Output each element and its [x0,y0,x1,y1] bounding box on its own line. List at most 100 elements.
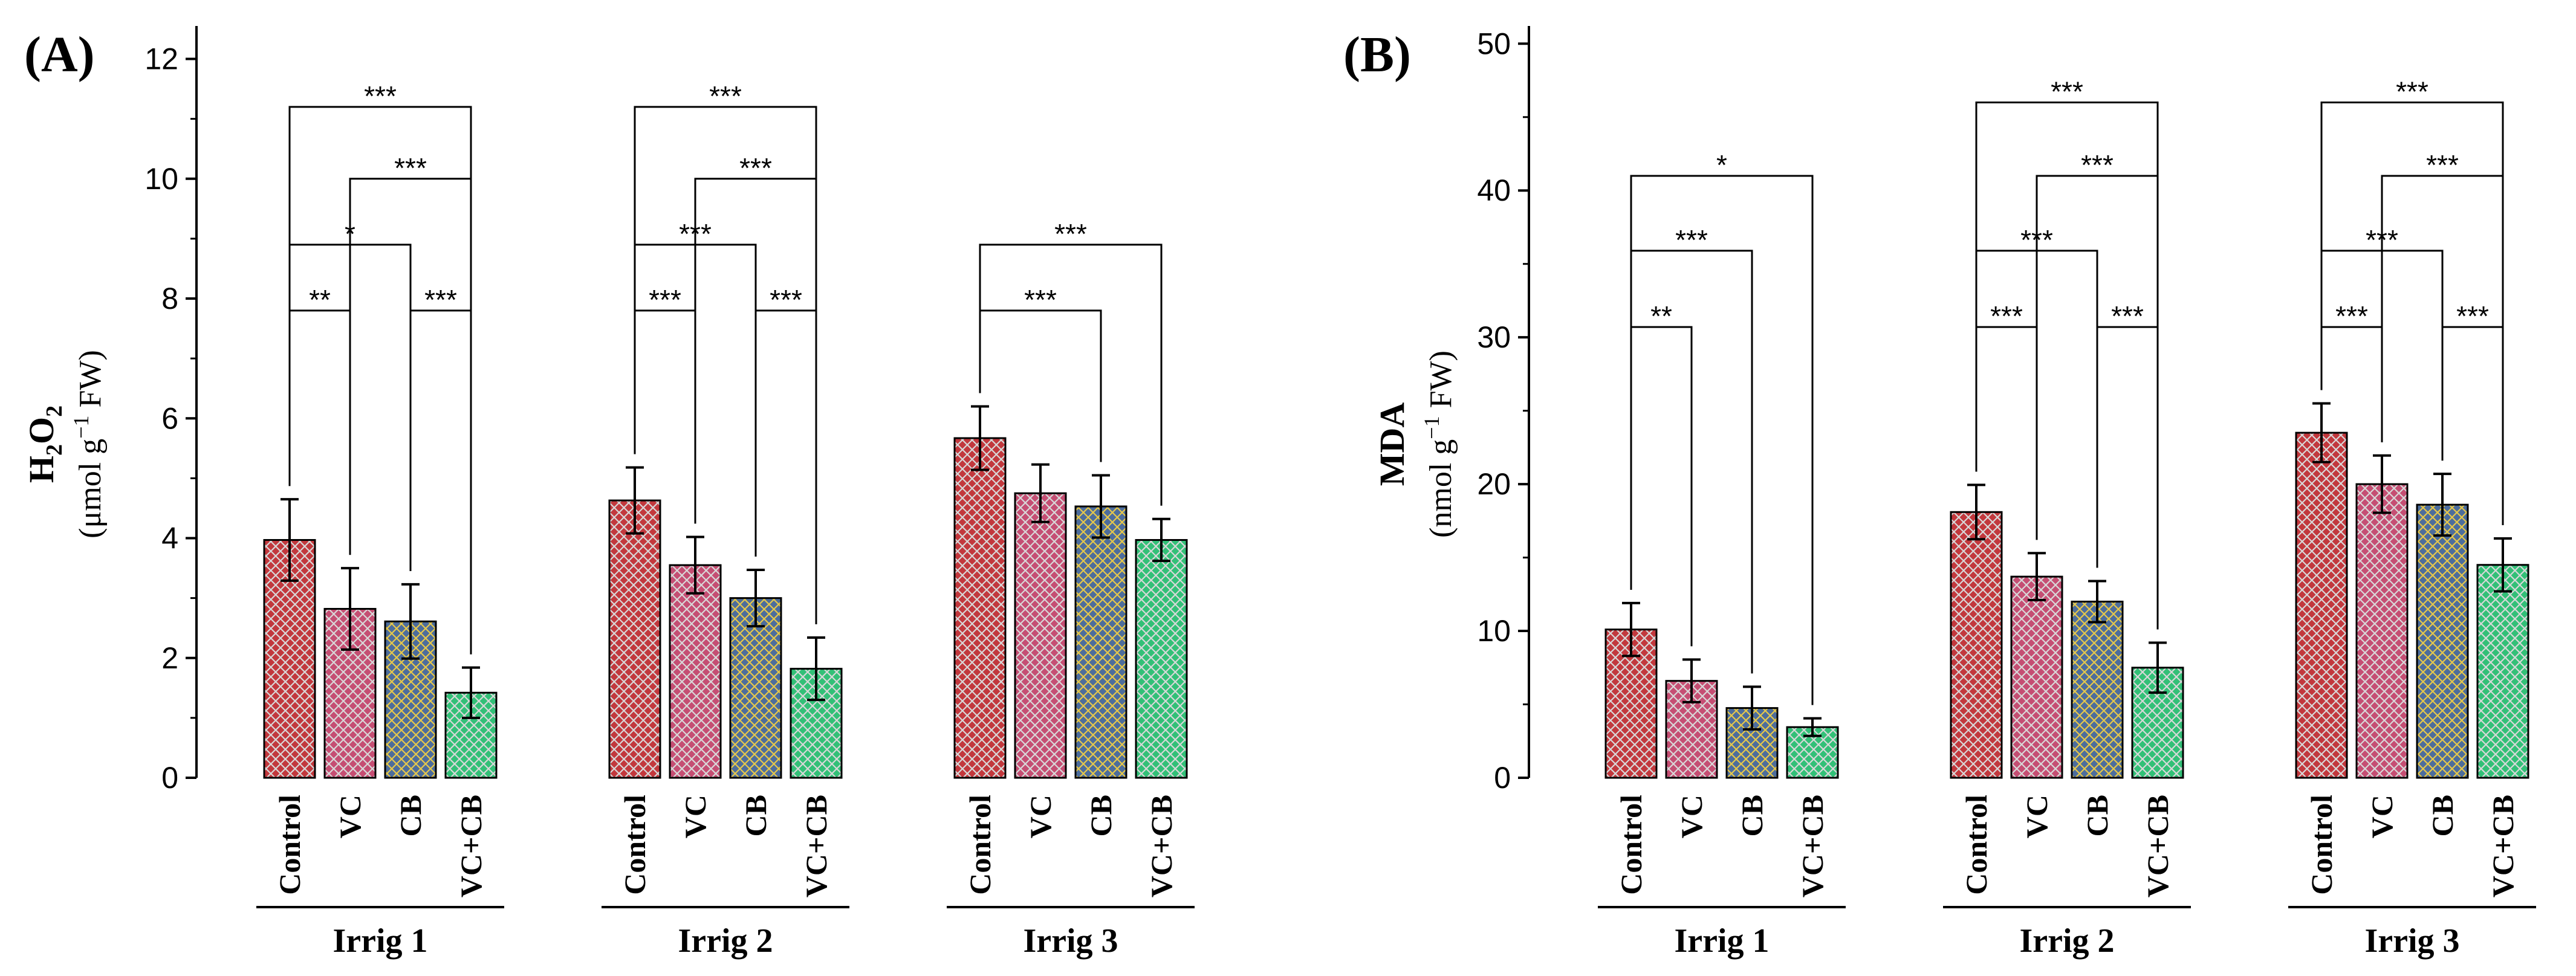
panel-b-significance-bracket [2320,326,2383,442]
panel-b-category-label: VC [2020,795,2054,838]
panel-b-significance-label: *** [2366,224,2398,256]
panel-b-significance-label: *** [2335,300,2368,332]
panel-a-significance-bracket [634,309,696,524]
panel-a-significance-bracket [288,309,351,555]
panel-a-label: (A) [24,27,95,83]
panel-a-significance-label: ** [309,284,331,315]
panel-a-category-label: CB [1084,795,1118,836]
panel-a-y-tick-label: 8 [161,282,178,315]
panel-a-significance-label: *** [770,284,802,315]
panel-b-category-label: Control [1614,795,1648,895]
panel-b-label: (B) [1343,27,1411,83]
panel-a-category-label: VC [1024,795,1057,838]
panel-a-category-label: VC [678,795,712,838]
panel-b-significance-label: *** [2020,224,2053,256]
panel-a-significance-label: *** [364,80,397,112]
panel-b-category-label: VC+CB [2141,795,2175,897]
panel-a-y-tick-label: 10 [144,162,178,196]
panel-a-bar-2-control [608,499,661,779]
panel-b-bar-2-cb [2071,600,2124,779]
panel-a-bar-3-control [953,437,1007,779]
panel-a-category-label: VC+CB [799,795,833,897]
panel-b-significance-bracket [1975,326,2038,540]
panel-a-y-tick-label: 0 [161,761,178,795]
panel-b-category-label: Control [2305,795,2338,895]
panel-a-significance-bracket [979,309,1102,462]
panel-a-significance-label: * [345,218,355,250]
panel-a-category-label: VC+CB [1144,795,1178,897]
panel-a-significance-bracket [754,309,817,625]
panel-a-significance-bracket [288,106,472,654]
panel-a-ylabel: H2O2 (μmol g−1 FW) [22,350,108,538]
panel-b-ylabel-unit: (nmol g−1 FW) [1419,351,1458,538]
panel-a-bar-2-vc [669,564,722,779]
panel-b-group-label: Irrig 1 [1674,922,1769,960]
panel-b-significance-label: ** [1650,300,1672,332]
panel-a-category-label: VC [333,795,367,838]
panel-b-significance-label: *** [2426,149,2459,181]
panel-a-chart: 0 2 4 6 8 10 12 Control VC CB VC+CB Irrig 1 Control V… [144,26,1195,960]
panel-a-group-label: Irrig 3 [1023,922,1118,960]
panel-a-group-label: Irrig 2 [678,922,773,960]
panel-b-y-tick-label: 30 [1477,320,1511,354]
panel-a-bar-3-vc [1014,492,1067,779]
panel-b-group-label: Irrig 3 [2364,922,2459,960]
panel-b-significance-bracket [1975,101,2159,630]
panel-a-category-label: Control [273,795,307,895]
panel-b-y-tick-label: 50 [1477,27,1511,60]
panel-a-significance-bracket [979,244,1163,506]
panel-b-category-label: VC+CB [2486,795,2520,897]
panel-b-significance-bracket [1630,175,1814,705]
panel-b-significance-label: *** [2051,76,2083,107]
panel-b-significance-label: *** [2081,149,2114,181]
panel-a-y-tick-label: 12 [144,42,178,76]
panel-a-y-tick-label: 6 [161,401,178,435]
panel-a-ylabel-unit: (μmol g−1 FW) [69,350,108,538]
panel-a-significance-bracket [409,309,472,654]
panel-b-group-label: Irrig 2 [2019,922,2114,960]
panel-b-significance-bracket [2441,326,2504,526]
panel-b-significance-label: *** [1675,224,1708,256]
panel-a-significance-label: *** [1054,218,1087,250]
panel-a-category-label: VC+CB [454,795,488,897]
panel-b-y-tick-label: 20 [1477,467,1511,501]
panel-b-category-label: VC+CB [1796,795,1829,897]
panel-a-significance-label: *** [709,80,742,112]
panel-b-bar-3-cb [2416,503,2469,779]
panel-a-bar-3-vc-cb [1135,538,1188,779]
panel-a-category-label: Control [618,795,652,895]
panel-a-significance-label: *** [424,284,457,315]
panel-b-category-label: Control [1959,795,1993,895]
panel-a-significance-bracket [634,106,817,625]
panel-a-category-label: CB [739,795,773,836]
panel-a-category-label: Control [963,795,997,895]
panel-a-bar-2-cb [729,597,782,779]
panel-b-category-label: CB [1735,795,1769,836]
panel-b-ylabel-main: MDA [1372,402,1412,486]
panel-b-y-tick-label: 40 [1477,173,1511,207]
panel-b-y-tick-label: 0 [1494,761,1511,795]
panel-b-ylabel: MDA (nmol g−1 FW) [1372,351,1458,538]
panel-b-significance-bracket [2096,326,2159,630]
panel-b-significance-label: * [1716,149,1727,181]
panel-a-group-label: Irrig 1 [333,922,427,960]
panel-b-significance-label: *** [2111,300,2144,332]
panel-a-significance-label: *** [649,284,681,315]
panel-b-bar-3-vc-cb [2476,564,2529,779]
panel-b-category-label: VC [2365,795,2399,838]
panel-b-significance-label: *** [1990,300,2023,332]
panel-a-category-label: CB [394,795,427,836]
panel-a-significance-label: *** [1024,284,1057,315]
panel-a-y-tick-label: 4 [161,522,178,555]
panel-b-bar-2-control [1950,511,2003,779]
panel-b-significance-bracket [1630,326,1693,647]
panel-a-y-tick-label: 2 [161,641,178,675]
panel-b-category-label: VC [1675,795,1708,838]
panel-b-chart: 0 10 20 30 40 50 Control VC CB VC+CB Irrig 1 Contro… [1477,26,2536,960]
panel-b-category-label: CB [2080,795,2114,836]
panel-b-bar-3-control [2295,431,2348,779]
panel-a-significance-label: *** [679,218,712,250]
panel-b-category-label: CB [2425,795,2459,836]
panel-a-significance-label: *** [394,152,427,184]
panel-b-significance-label: *** [2396,76,2428,107]
